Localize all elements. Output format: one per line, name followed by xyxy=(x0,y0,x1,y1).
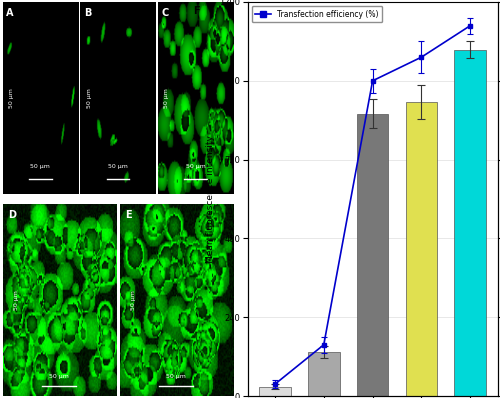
Legend: Transfection efficiency (%): Transfection efficiency (%) xyxy=(252,6,382,22)
Y-axis label: Mean fluorescence intensity: Mean fluorescence intensity xyxy=(206,135,215,263)
Text: 50 μm: 50 μm xyxy=(86,88,92,108)
Bar xyxy=(259,387,291,396)
Text: A: A xyxy=(6,8,14,18)
Text: 50 μm: 50 μm xyxy=(14,290,18,310)
Bar xyxy=(406,102,438,396)
Text: C: C xyxy=(162,8,169,18)
Bar xyxy=(308,352,340,396)
Text: B: B xyxy=(84,8,92,18)
Text: 50 μm: 50 μm xyxy=(30,164,50,169)
Text: 50 μm: 50 μm xyxy=(166,374,186,379)
Text: 50 μm: 50 μm xyxy=(186,164,206,169)
Bar xyxy=(356,113,388,396)
Text: E: E xyxy=(126,210,132,220)
Text: 50 μm: 50 μm xyxy=(164,88,170,108)
Text: F: F xyxy=(192,6,200,16)
Text: D: D xyxy=(8,210,16,220)
Bar xyxy=(454,50,486,396)
Text: 50 μm: 50 μm xyxy=(9,88,14,108)
Text: 50 μm: 50 μm xyxy=(108,164,128,169)
Text: 50 μm: 50 μm xyxy=(50,374,70,379)
Text: 50 μm: 50 μm xyxy=(130,290,136,310)
